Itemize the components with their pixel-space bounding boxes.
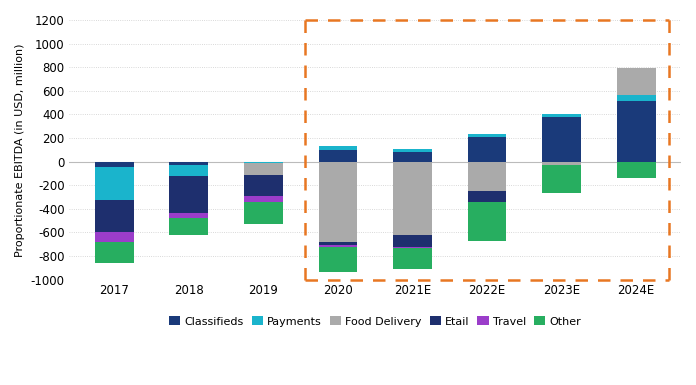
Bar [319,242,357,245]
Bar [319,247,357,272]
Bar [393,149,432,152]
Bar [617,68,656,95]
Bar [169,176,208,213]
Bar [468,202,507,241]
Bar [95,201,134,233]
Y-axis label: Proportionate EBITDA (in USD, million): Proportionate EBITDA (in USD, million) [15,43,25,256]
Bar [393,162,432,235]
Bar [617,101,656,162]
Bar [393,152,432,162]
Bar [468,134,507,137]
Bar [542,114,581,117]
Bar [393,235,432,246]
Bar [617,162,656,178]
Bar [319,245,357,247]
Bar [95,162,134,167]
Bar [617,95,656,101]
Bar [95,242,134,263]
Bar [169,218,208,235]
Bar [542,162,581,165]
Bar [95,167,134,201]
Bar [244,162,283,163]
Bar [169,162,208,165]
Bar [319,162,357,242]
Bar [468,137,507,162]
Bar [169,213,208,218]
Bar [244,174,283,196]
Bar [542,165,581,193]
Bar [169,165,208,176]
Bar [244,202,283,224]
Bar [244,196,283,202]
Bar [244,163,283,174]
Bar [393,246,432,248]
Bar [95,233,134,242]
Legend: Classifieds, Payments, Food Delivery, Etail, Travel, Other: Classifieds, Payments, Food Delivery, Et… [165,312,586,331]
Bar [468,191,507,202]
Bar [542,117,581,162]
Bar [319,150,357,162]
Bar [319,146,357,150]
Bar [393,248,432,269]
Bar [468,162,507,191]
